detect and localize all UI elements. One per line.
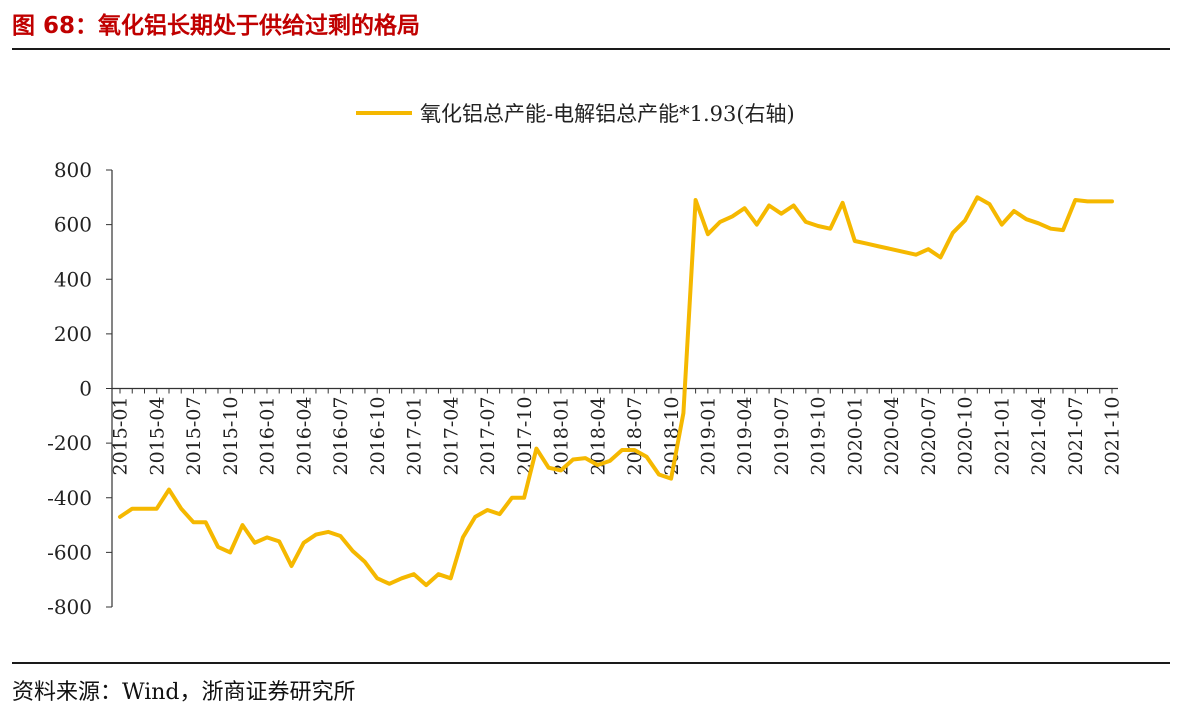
x-tick-label: 2021-04 [1028, 397, 1050, 476]
x-tick-label: 2019-07 [771, 397, 793, 476]
x-tick-label: 2018-07 [624, 397, 646, 476]
x-tick-label: 2016-07 [330, 397, 352, 476]
x-tick-label: 2015-10 [220, 397, 242, 476]
x-tick-label: 2020-04 [881, 397, 903, 476]
x-tick-label: 2017-07 [477, 397, 499, 476]
x-tick-label: 2016-04 [293, 397, 315, 476]
y-axis: 800 600 400 200 0 -200 -400 -600 -800 [47, 158, 113, 619]
y-tick-label: -600 [47, 540, 92, 564]
y-tick-label: -200 [47, 431, 92, 455]
y-tick-label: -400 [47, 486, 92, 510]
x-tick-label: 2016-01 [257, 397, 279, 476]
x-tick-label: 2015-07 [183, 397, 205, 476]
x-tick-label: 2021-07 [1065, 397, 1087, 476]
legend-label: 氧化铝总产能-电解铝总产能*1.93(右轴) [420, 102, 795, 126]
series-line [118, 195, 1114, 588]
y-tick-label: -800 [47, 595, 92, 619]
top-rule [12, 48, 1170, 50]
source-note: 资料来源：Wind，浙商证券研究所 [12, 680, 356, 705]
line-chart: 氧化铝总产能-电解铝总产能*1.93(右轴) 800 600 400 200 0 -200… [47, 102, 1124, 619]
x-tick-label: 2021-10 [1102, 397, 1124, 476]
legend: 氧化铝总产能-电解铝总产能*1.93(右轴) [356, 102, 795, 126]
x-tick-label: 2017-01 [404, 397, 426, 476]
x-tick-label: 2020-07 [918, 397, 940, 476]
x-tick-label: 2021-01 [991, 397, 1013, 476]
x-tick-label: 2015-04 [146, 397, 168, 476]
x-tick-label: 2019-01 [698, 397, 720, 476]
x-tick-label: 2019-04 [734, 397, 756, 476]
x-tick-label: 2016-10 [367, 397, 389, 476]
x-tick-label: 2019-10 [808, 397, 830, 476]
x-tick-label: 2018-01 [551, 397, 573, 476]
x-tick-label: 2020-01 [844, 397, 866, 476]
x-tick-label: 2017-04 [440, 396, 462, 475]
y-tick-label: 200 [54, 322, 92, 346]
y-tick-label: 600 [54, 213, 92, 237]
x-tick-label: 2018-04 [587, 397, 609, 476]
x-tick-label: 2020-10 [955, 397, 977, 476]
y-tick-label: 400 [54, 267, 92, 291]
x-tick-label: 2015-01 [110, 397, 132, 476]
y-tick-label: 0 [79, 377, 92, 401]
figure-title: 图 68：氧化铝长期处于供给过剩的格局 [12, 13, 421, 39]
series-layer [118, 195, 1114, 588]
y-tick-label: 800 [54, 158, 92, 182]
x-axis: 2015-01 2015-04 2015-07 2015-10 2016-01 2016-… [110, 387, 1124, 476]
bottom-rule [12, 662, 1170, 664]
x-tick-label: 2017-10 [514, 397, 536, 476]
